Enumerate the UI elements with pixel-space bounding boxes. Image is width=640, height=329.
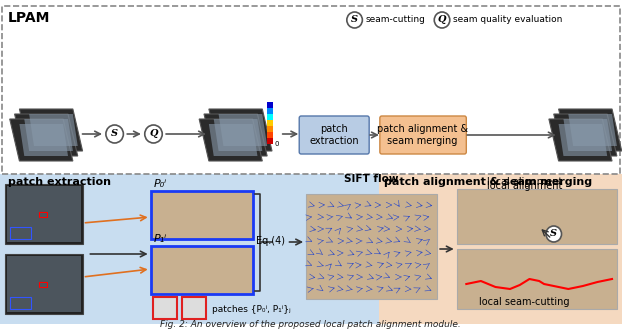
- Bar: [379, 174, 621, 324]
- Bar: [5, 184, 83, 244]
- Bar: [152, 297, 177, 319]
- Bar: [10, 227, 31, 239]
- Text: patches {P₀ⁱ, P₁ⁱ}ⱼ: patches {P₀ⁱ, P₁ⁱ}ⱼ: [212, 306, 291, 315]
- Bar: [39, 212, 47, 217]
- Bar: [2, 6, 620, 174]
- Polygon shape: [568, 114, 617, 146]
- Bar: [7, 186, 81, 242]
- Text: patch
extraction: patch extraction: [309, 124, 359, 146]
- Text: P₁ⁱ: P₁ⁱ: [154, 234, 167, 244]
- Text: LPAM: LPAM: [8, 11, 50, 25]
- Polygon shape: [559, 124, 607, 156]
- Polygon shape: [209, 109, 272, 151]
- Text: Q: Q: [438, 15, 446, 24]
- Polygon shape: [209, 124, 257, 156]
- Text: 0: 0: [275, 141, 280, 147]
- Polygon shape: [214, 119, 262, 151]
- Text: Q: Q: [149, 130, 157, 139]
- Text: Fig. 2: An overview of the proposed local patch alignment module.: Fig. 2: An overview of the proposed loca…: [161, 320, 461, 329]
- Polygon shape: [559, 109, 621, 151]
- Bar: [7, 256, 81, 312]
- Polygon shape: [563, 119, 612, 151]
- Text: patch alignment &
seam merging: patch alignment & seam merging: [377, 124, 468, 146]
- Text: seam quality evaluation: seam quality evaluation: [452, 15, 562, 24]
- Circle shape: [106, 125, 124, 143]
- Text: local seam-cutting: local seam-cutting: [479, 297, 570, 307]
- Bar: [150, 246, 253, 294]
- Bar: [39, 282, 47, 287]
- Bar: [0, 174, 379, 324]
- Text: local alignment: local alignment: [487, 177, 563, 187]
- Polygon shape: [15, 114, 77, 156]
- Circle shape: [546, 226, 561, 242]
- Bar: [456, 249, 617, 309]
- Bar: [5, 254, 83, 314]
- Circle shape: [347, 12, 362, 28]
- Polygon shape: [549, 119, 612, 161]
- Text: S: S: [351, 15, 358, 24]
- Text: S: S: [111, 130, 118, 139]
- Bar: [267, 126, 273, 132]
- Polygon shape: [204, 114, 267, 156]
- Bar: [10, 297, 31, 309]
- Polygon shape: [219, 114, 267, 146]
- Polygon shape: [19, 109, 83, 151]
- Text: local alignment: local alignment: [487, 181, 563, 191]
- Polygon shape: [199, 119, 262, 161]
- Text: P₀ⁱ: P₀ⁱ: [154, 179, 167, 189]
- Bar: [150, 191, 253, 239]
- Text: Eq.(4): Eq.(4): [255, 236, 285, 246]
- Polygon shape: [554, 114, 617, 156]
- Bar: [456, 189, 617, 244]
- Polygon shape: [24, 119, 73, 151]
- Text: SIFT flow: SIFT flow: [344, 174, 398, 184]
- FancyBboxPatch shape: [380, 116, 467, 154]
- Polygon shape: [10, 119, 73, 161]
- Polygon shape: [19, 124, 68, 156]
- Text: patch alignment & seam merging: patch alignment & seam merging: [384, 177, 592, 187]
- Bar: [267, 114, 273, 120]
- Bar: [267, 102, 273, 108]
- Circle shape: [145, 125, 162, 143]
- Circle shape: [435, 12, 450, 28]
- Text: S: S: [550, 230, 557, 239]
- FancyBboxPatch shape: [300, 116, 369, 154]
- Bar: [182, 297, 206, 319]
- Bar: [267, 120, 273, 126]
- Bar: [267, 132, 273, 138]
- Bar: [306, 194, 437, 299]
- Bar: [267, 138, 273, 144]
- Polygon shape: [29, 114, 77, 146]
- Bar: [267, 108, 273, 114]
- Text: patch extraction: patch extraction: [8, 177, 111, 187]
- Text: seam-cutting: seam-cutting: [365, 15, 425, 24]
